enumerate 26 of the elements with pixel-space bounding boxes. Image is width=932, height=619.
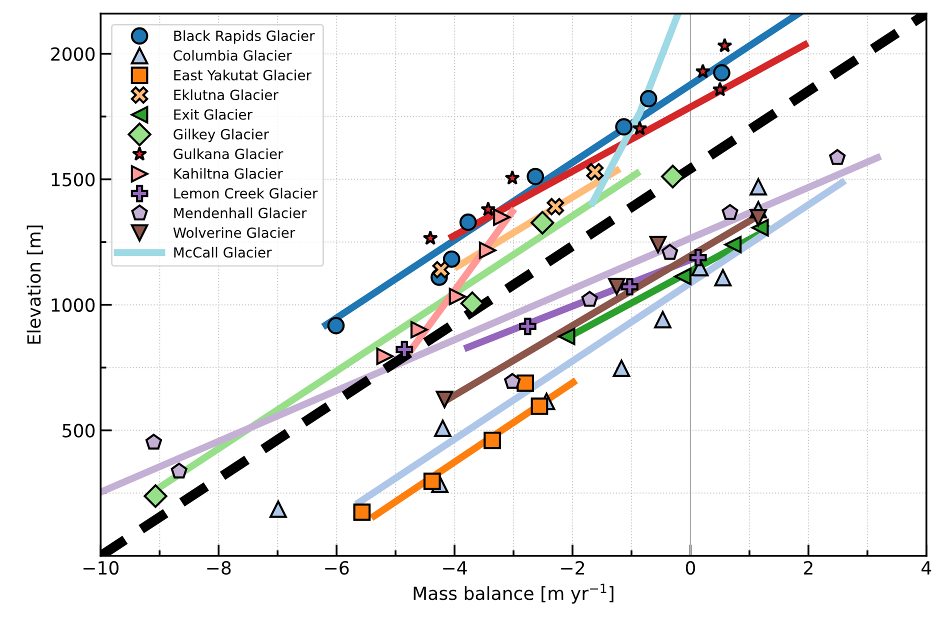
- y-tick-label: 1000: [52, 298, 95, 312]
- y-tick-label: 2000: [51, 47, 95, 61]
- x-tick-label: 0: [686, 561, 696, 575]
- y-axis-title: Elevation [m]: [26, 226, 43, 344]
- legend-label: Gulkana Glacier: [174, 148, 284, 160]
- x-axis-title: Mass balance [m yr$^{−1}$]: [414, 584, 614, 604]
- x-tick-label: 2: [804, 561, 812, 574]
- legend-label: Exit Glacier: [174, 109, 252, 120]
- legend-label: Columbia Glacier: [174, 50, 292, 61]
- legend-label: Eklutna Glacier: [174, 89, 278, 100]
- legend-label: Gilkey Glacier: [174, 128, 269, 142]
- x-tick-label: −6: [325, 561, 349, 575]
- legend-label: Mendenhall Glacier: [174, 208, 307, 218]
- x-tick-label: −2: [561, 561, 584, 574]
- legend-label: Lemon Creek Glacier: [174, 188, 318, 199]
- legend-label: Wolverine Glacier: [173, 227, 296, 238]
- y-tick-label: 500: [62, 424, 95, 438]
- legend-label: East Yakutat Glacier: [174, 70, 312, 80]
- x-tick-label: −10: [84, 561, 119, 575]
- legend-label: Black Rapids Glacier: [174, 30, 315, 44]
- legend-label: McCall Glacier: [174, 246, 272, 258]
- x-tick-label: −8: [207, 561, 231, 575]
- x-tick-label: −4: [443, 561, 467, 574]
- x-tick-label: 4: [922, 561, 932, 574]
- y-tick-label: 1500: [52, 172, 95, 186]
- legend-label: Kahiltna Glacier: [174, 168, 283, 179]
